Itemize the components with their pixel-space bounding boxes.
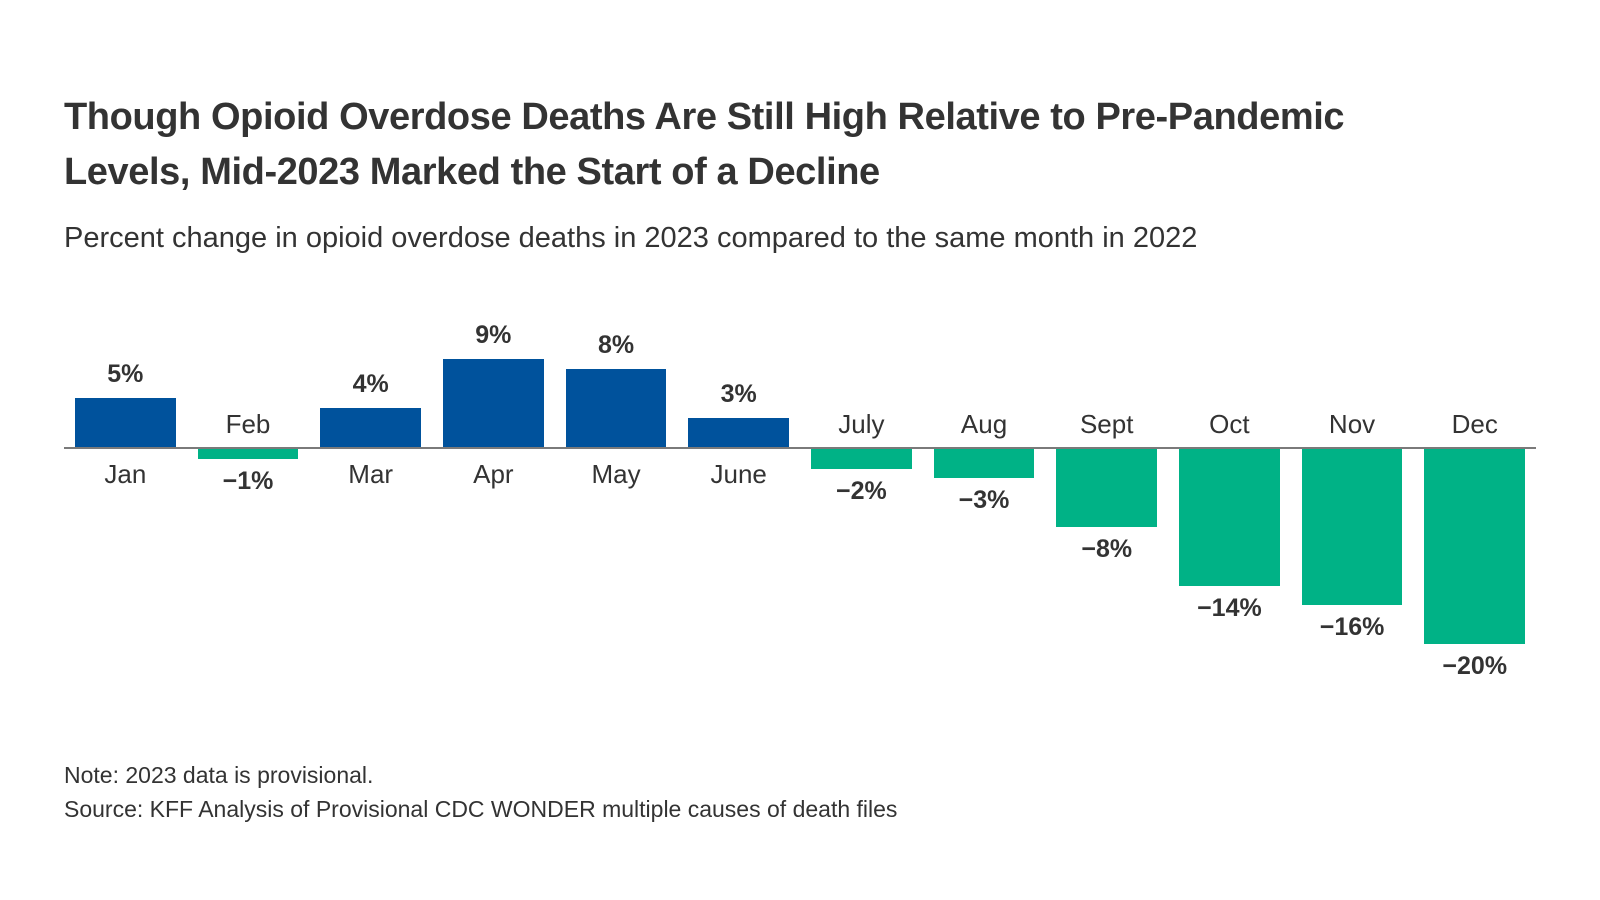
bar-chart: 5% Jan −1% Feb 4% Mar 9% Apr 8% May 3% June −2% July −… xyxy=(64,307,1536,707)
bar-value-label: 8% xyxy=(597,331,635,360)
note-text: Note: 2023 data is provisional. xyxy=(64,762,374,789)
bar-month-label: Dec xyxy=(1451,409,1498,440)
bar-column: −20% Dec xyxy=(1413,307,1536,707)
bar-month-label: Aug xyxy=(960,409,1008,440)
bar-month-label: Nov xyxy=(1328,409,1376,440)
bar-value-label: −3% xyxy=(958,486,1010,515)
chart-subtitle: Percent change in opioid overdose deaths… xyxy=(64,222,1198,255)
bar-month-label: Jan xyxy=(104,459,147,490)
bar-month-label: June xyxy=(710,459,767,490)
chart-footer: Note: 2023 data is provisional. Source: … xyxy=(64,759,1536,826)
bar xyxy=(1179,449,1280,586)
bar-column: 8% May xyxy=(555,307,678,707)
bar xyxy=(75,398,176,448)
bar-value-label: 3% xyxy=(720,379,757,408)
bar-slots: 5% Jan −1% Feb 4% Mar 9% Apr 8% May 3% June −2% July −… xyxy=(64,307,1536,707)
bar xyxy=(1424,449,1525,645)
chart-title: Though Opioid Overdose Deaths Are Still … xyxy=(64,0,1536,200)
bar-column: 9% Apr xyxy=(432,307,555,707)
bar-value-label: 5% xyxy=(107,360,144,389)
bar xyxy=(197,449,299,459)
bar-value-label: −14% xyxy=(1197,593,1262,622)
bar-value-label: −1% xyxy=(222,466,274,495)
bar-column: −1% Feb xyxy=(187,307,310,707)
bar-column: −16% Nov xyxy=(1291,307,1414,707)
bar-column: −2% July xyxy=(800,307,923,707)
bar-month-label: Oct xyxy=(1209,409,1250,440)
bar xyxy=(1056,449,1157,528)
bar-column: −3% Aug xyxy=(923,307,1046,707)
bar-value-label: −20% xyxy=(1442,652,1508,681)
bar-value-label: −8% xyxy=(1081,535,1133,564)
bar-value-label: 9% xyxy=(475,321,512,350)
bar xyxy=(443,359,544,448)
bar-value-label: 4% xyxy=(352,370,389,399)
bar xyxy=(1301,449,1403,606)
bar-column: 5% Jan xyxy=(64,307,187,707)
chart-title-line1: Though Opioid Overdose Deaths Are Still … xyxy=(64,96,1345,138)
bar xyxy=(565,369,667,448)
bar-value-label: −2% xyxy=(836,476,887,505)
bar-month-label: Apr xyxy=(473,459,514,490)
bar-column: 3% June xyxy=(677,307,800,707)
bar-month-label: Sept xyxy=(1079,409,1134,440)
bar-column: −14% Oct xyxy=(1168,307,1291,707)
bar-value-label: −16% xyxy=(1319,613,1385,642)
bar-month-label: Feb xyxy=(225,409,271,440)
bar-month-label: May xyxy=(591,459,641,490)
bar-column: 4% Mar xyxy=(309,307,432,707)
content-container: Though Opioid Overdose Deaths Are Still … xyxy=(64,0,1536,826)
bar xyxy=(933,449,1035,479)
bar-month-label: July xyxy=(838,409,885,440)
x-axis-line xyxy=(64,447,1536,450)
bar-month-label: Mar xyxy=(348,459,394,490)
bar xyxy=(811,449,912,469)
bar xyxy=(320,408,421,448)
chart-title-line2: Levels, Mid-2023 Marked the Start of a D… xyxy=(64,151,880,194)
bar-column: −8% Sept xyxy=(1045,307,1168,707)
bar xyxy=(688,417,789,448)
source-text: Source: KFF Analysis of Provisional CDC … xyxy=(64,795,898,822)
